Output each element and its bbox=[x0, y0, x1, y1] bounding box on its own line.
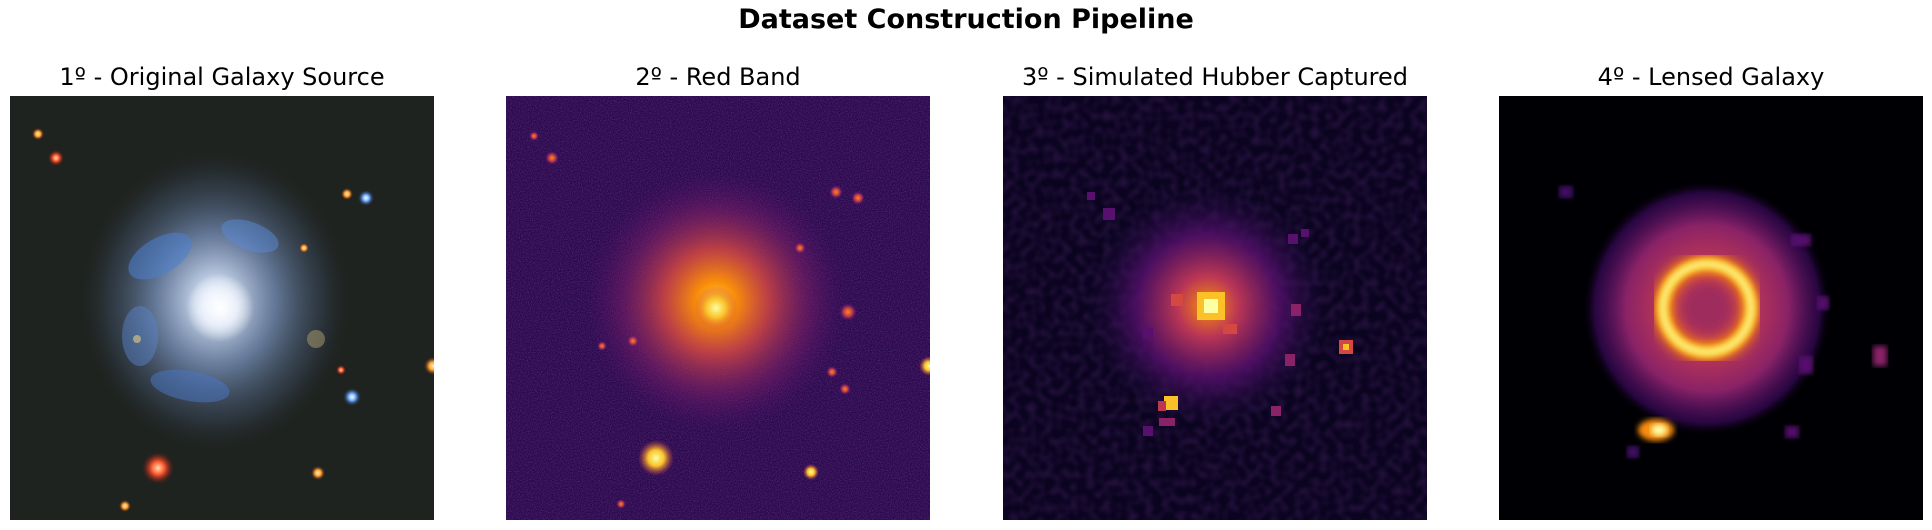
red-band-image bbox=[506, 96, 930, 520]
panel-lensed-galaxy: 4º - Lensed Galaxy bbox=[1499, 62, 1923, 520]
original-galaxy-image bbox=[10, 96, 434, 520]
panel-title-lensed: 4º - Lensed Galaxy bbox=[1597, 63, 1825, 91]
panel-red-band: 2º - Red Band bbox=[506, 62, 930, 520]
panel-original-galaxy: 1º - Original Galaxy Source bbox=[10, 62, 434, 520]
simulated-hubble-image bbox=[1003, 96, 1427, 520]
panel-title-red-band: 2º - Red Band bbox=[635, 63, 801, 91]
panel-title-original: 1º - Original Galaxy Source bbox=[59, 63, 385, 91]
figure-title: Dataset Construction Pipeline bbox=[738, 4, 1194, 35]
panel-simulated-hubble: 3º - Simulated Hubber Captured bbox=[1003, 62, 1427, 520]
panel-title-simulated: 3º - Simulated Hubber Captured bbox=[1021, 63, 1409, 91]
lensed-galaxy-image bbox=[1499, 96, 1923, 520]
